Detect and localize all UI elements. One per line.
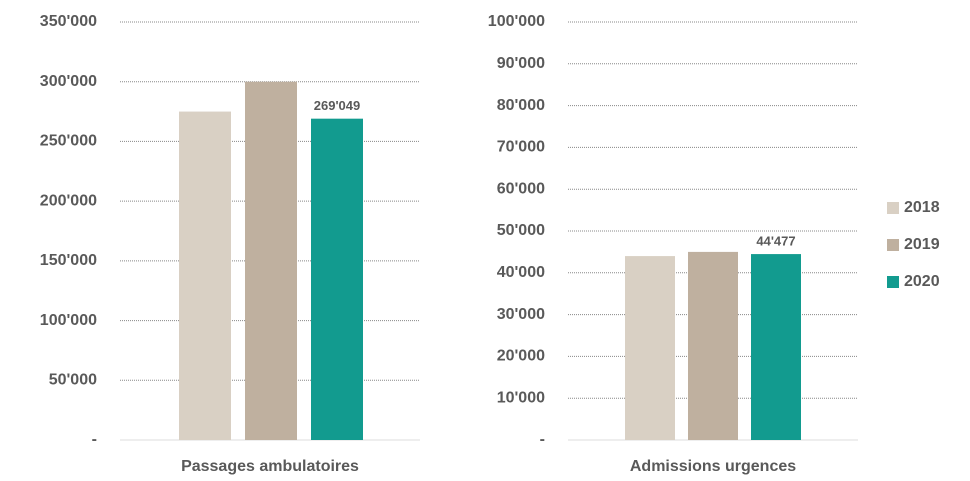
- x-tick-label: Admissions urgences: [630, 458, 796, 475]
- legend-swatch: [887, 239, 899, 251]
- y-tick-label: 30'000: [497, 306, 545, 323]
- bar: [179, 111, 231, 441]
- y-tick-label: 60'000: [497, 180, 545, 197]
- y-tick-label: 70'000: [497, 139, 545, 156]
- y-tick-label: 50'000: [497, 222, 545, 239]
- y-tick-label: 100'000: [40, 312, 97, 329]
- legend-swatch: [887, 202, 899, 214]
- y-tick-label: -: [540, 431, 545, 448]
- y-tick-label: 150'000: [40, 252, 97, 269]
- bar: [625, 256, 675, 440]
- y-tick-label: 100'000: [488, 13, 545, 30]
- legend-label: 2020: [904, 273, 940, 290]
- y-tick-label: 90'000: [497, 55, 545, 72]
- bar: [245, 81, 297, 440]
- x-tick-label: Passages ambulatoires: [181, 458, 359, 475]
- legend-label: 2018: [904, 199, 940, 216]
- y-tick-label: 250'000: [40, 133, 97, 150]
- y-tick-label: 300'000: [40, 73, 97, 90]
- y-tick-label: 40'000: [497, 264, 545, 281]
- y-tick-label: 80'000: [497, 97, 545, 114]
- legend-label: 2019: [904, 236, 940, 253]
- value-label: 269'049: [314, 98, 360, 113]
- y-tick-label: 200'000: [40, 192, 97, 209]
- y-tick-label: -: [92, 431, 97, 448]
- y-tick-label: 10'000: [497, 389, 545, 406]
- y-tick-label: 350'000: [40, 13, 97, 30]
- bar: [751, 254, 801, 440]
- value-label: 44'477: [756, 234, 795, 249]
- bar: [688, 251, 738, 440]
- legend-swatch: [887, 276, 899, 288]
- y-tick-label: 20'000: [497, 348, 545, 365]
- bar: [311, 118, 363, 440]
- y-tick-label: 50'000: [49, 372, 97, 389]
